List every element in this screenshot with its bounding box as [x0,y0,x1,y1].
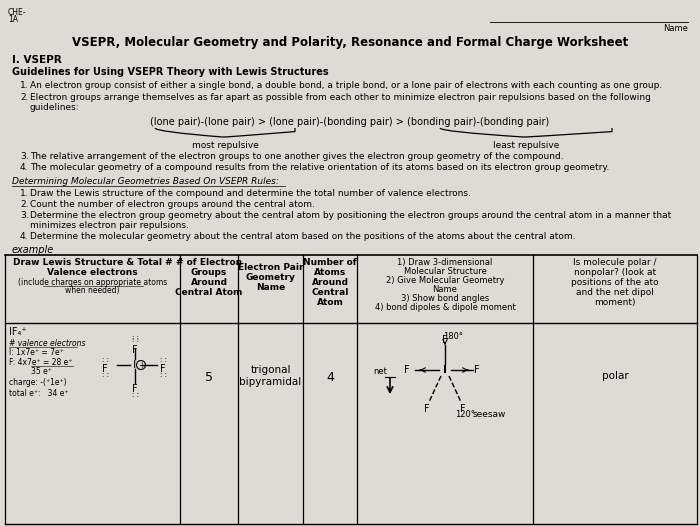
Text: Number of: Number of [303,258,357,267]
Text: Draw Lewis Structure & Total #: Draw Lewis Structure & Total # [13,258,172,267]
Text: trigonal: trigonal [251,365,290,375]
Text: Groups: Groups [191,268,227,277]
Text: least repulsive: least repulsive [493,141,559,150]
Text: An electron group consist of either a single bond, a double bond, a triple bond,: An electron group consist of either a si… [30,81,662,90]
Text: : :: : : [102,357,108,363]
Text: 2.: 2. [20,93,29,102]
Text: : :: : : [132,335,139,341]
Text: Name: Name [433,285,457,294]
Text: F: 4x7e⁺ = 28 e⁺: F: 4x7e⁺ = 28 e⁺ [9,358,72,367]
Text: Name: Name [663,24,688,33]
Text: Central: Central [312,288,349,297]
Text: Electron groups arrange themselves as far apart as possible from each other to m: Electron groups arrange themselves as fa… [30,93,651,102]
Text: Count the number of electron groups around the central atom.: Count the number of electron groups arou… [30,200,315,209]
Text: 4.: 4. [20,232,29,241]
Text: total e⁺:   34 e⁺: total e⁺: 34 e⁺ [9,389,69,398]
Text: 1.: 1. [20,81,29,90]
Text: CHE-: CHE- [8,8,27,17]
Text: Guidelines for Using VSEPR Theory with Lewis Structures: Guidelines for Using VSEPR Theory with L… [12,67,328,77]
Text: F: F [132,345,138,355]
Text: Valence electrons: Valence electrons [47,268,138,277]
Text: I: 1x7e⁺ = 7e⁺: I: 1x7e⁺ = 7e⁺ [9,348,64,357]
Text: 180°: 180° [443,332,463,341]
Text: Name: Name [256,283,285,292]
Text: Around: Around [312,278,349,287]
Text: 4: 4 [326,371,334,384]
Text: The relative arrangement of the electron groups to one another gives the electro: The relative arrangement of the electron… [30,152,564,161]
Text: 5: 5 [205,371,213,384]
Text: F: F [474,365,480,375]
Text: Determining Molecular Geometries Based On VSEPR Rules:: Determining Molecular Geometries Based O… [12,177,279,186]
Text: : :: : : [160,357,167,363]
Text: VSEPR, Molecular Geometry and Polarity, Resonance and Formal Charge Worksheet: VSEPR, Molecular Geometry and Polarity, … [72,36,628,49]
Text: F: F [442,335,448,345]
Text: 3) Show bond angles: 3) Show bond angles [401,294,489,303]
Text: when needed): when needed) [65,286,120,295]
Text: bipyramidal: bipyramidal [239,377,302,387]
Text: 1.: 1. [20,189,29,198]
Text: I: I [134,360,136,370]
Text: 2) Give Molecular Geometry: 2) Give Molecular Geometry [386,276,504,285]
Text: F: F [460,404,466,414]
Text: +: + [138,361,144,370]
Text: # of Electron: # of Electron [176,258,242,267]
Text: 35 e⁺: 35 e⁺ [31,367,52,376]
Text: most repulsive: most repulsive [192,141,258,150]
Text: F: F [132,384,138,394]
Text: Atoms: Atoms [314,268,346,277]
Text: guidelines:: guidelines: [30,103,80,112]
Text: Around: Around [190,278,228,287]
Text: 3.: 3. [20,152,29,161]
Text: charge: -(⁺1e⁺): charge: -(⁺1e⁺) [9,378,66,387]
Text: : :: : : [132,337,139,343]
Text: seesaw: seesaw [473,410,506,419]
Text: 1) Draw 3-dimensional: 1) Draw 3-dimensional [398,258,493,267]
Text: moment): moment) [594,298,636,307]
Text: Electron Pair: Electron Pair [238,263,303,272]
Text: polar: polar [601,371,629,381]
Text: net: net [373,367,387,376]
Text: (include charges on appropriate atoms: (include charges on appropriate atoms [18,278,167,287]
Text: 4.: 4. [20,163,29,172]
Text: # valence electrons: # valence electrons [9,339,85,348]
Text: F: F [404,365,410,375]
Text: I: I [443,365,447,375]
Text: example: example [12,245,55,255]
Text: 1A: 1A [8,15,18,24]
Text: 3.: 3. [20,211,29,220]
Text: 120°: 120° [455,410,475,419]
Text: Determine the molecular geometry about the central atom based on the positions o: Determine the molecular geometry about t… [30,232,575,241]
Text: The molecular geometry of a compound results from the relative orientation of it: The molecular geometry of a compound res… [30,163,610,172]
Text: Atom: Atom [316,298,344,307]
Text: F: F [424,404,430,414]
Text: Central Atom: Central Atom [175,288,243,297]
Text: : :: : : [160,372,167,378]
Text: minimizes electron pair repulsions.: minimizes electron pair repulsions. [30,221,189,230]
Text: I. VSEPR: I. VSEPR [12,55,62,65]
Text: F: F [102,364,108,374]
Text: Determine the electron group geometry about the central atom by positioning the : Determine the electron group geometry ab… [30,211,671,220]
Text: positions of the ato: positions of the ato [571,278,659,287]
Text: F: F [160,364,166,374]
Text: Draw the Lewis structure of the compound and determine the total number of valen: Draw the Lewis structure of the compound… [30,189,471,198]
Text: : :: : : [132,392,139,398]
Text: Is molecule polar /: Is molecule polar / [573,258,657,267]
Text: 4) bond dipoles & dipole moment: 4) bond dipoles & dipole moment [374,303,515,312]
Text: Geometry: Geometry [246,273,295,282]
Text: 2.: 2. [20,200,29,209]
Text: : :: : : [102,372,108,378]
Text: Molecular Structure: Molecular Structure [404,267,486,276]
Text: (lone pair)-(lone pair) > (lone pair)-(bonding pair) > (bonding pair)-(bonding p: (lone pair)-(lone pair) > (lone pair)-(b… [150,117,550,127]
Text: nonpolar? (look at: nonpolar? (look at [574,268,656,277]
Text: IF₄⁺: IF₄⁺ [9,327,27,337]
Text: and the net dipol: and the net dipol [576,288,654,297]
